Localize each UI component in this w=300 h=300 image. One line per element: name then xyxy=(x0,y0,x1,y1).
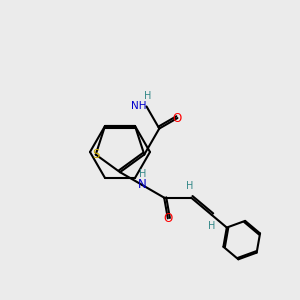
Text: NH: NH xyxy=(131,101,146,112)
Text: S: S xyxy=(92,148,99,161)
Text: O: O xyxy=(173,112,182,124)
Text: O: O xyxy=(163,212,172,225)
Text: H: H xyxy=(139,169,146,179)
Text: N: N xyxy=(138,178,146,191)
Text: H: H xyxy=(208,221,215,231)
Text: H: H xyxy=(144,91,152,101)
Text: H: H xyxy=(186,181,194,191)
